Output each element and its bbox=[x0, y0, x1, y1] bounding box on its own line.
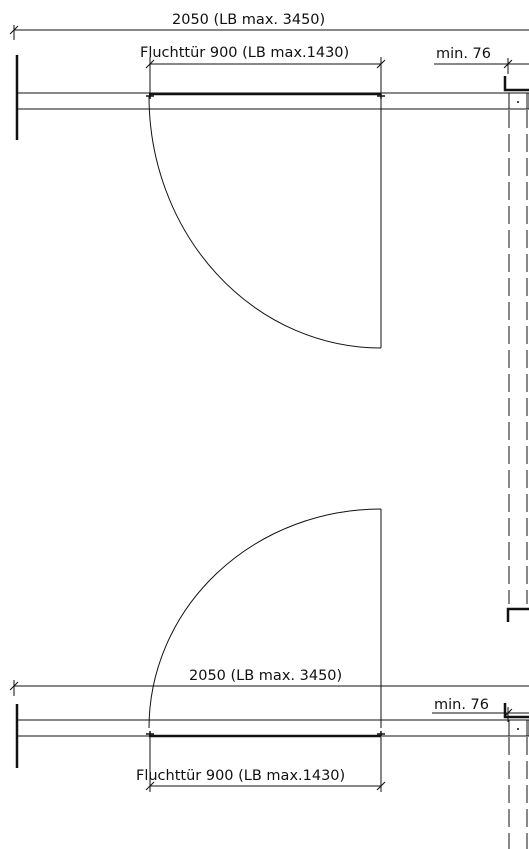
bottom-hinge-right bbox=[377, 731, 385, 736]
bottom-frame-post bbox=[508, 719, 528, 737]
top-right-frame-profile bbox=[503, 76, 529, 92]
top-door-dimension-label: Fluchttür 900 (LB max.1430) bbox=[140, 45, 349, 61]
top-door-dimension-line bbox=[145, 57, 386, 94]
top-frame-dimension-label: min. 76 bbox=[436, 46, 491, 62]
top-lower-frame-profile bbox=[506, 607, 529, 622]
top-hinge-left bbox=[146, 94, 154, 99]
bottom-hinge-left bbox=[146, 731, 154, 736]
bottom-wall-band bbox=[16, 719, 529, 737]
top-frame-post-marker bbox=[517, 101, 519, 103]
bottom-overall-dimension-line bbox=[9, 680, 529, 696]
top-wall-band bbox=[16, 92, 529, 110]
top-overall-dimension-label: 2050 (LB max. 3450) bbox=[172, 12, 325, 28]
bottom-right-frame-profile bbox=[503, 703, 529, 719]
bottom-door-plan: 2050 (LB max. 3450) min. 76 Fluchttür 90… bbox=[9, 508, 529, 849]
bottom-door-dimension-line bbox=[145, 737, 386, 792]
top-door-swing-arc bbox=[148, 95, 382, 349]
bottom-frame-post-marker bbox=[517, 728, 519, 730]
bottom-overall-label-mask bbox=[185, 665, 377, 684]
bottom-overall-dimension-label: 2050 (LB max. 3450) bbox=[189, 668, 342, 684]
bottom-door-dimension-label: Fluchttür 900 (LB max.1430) bbox=[136, 768, 345, 784]
bottom-frame-dimension-label: min. 76 bbox=[434, 697, 489, 713]
top-overall-dimension-line bbox=[9, 25, 529, 40]
top-frame-dimension-line bbox=[434, 58, 529, 74]
bottom-door-swing-arc bbox=[148, 508, 382, 729]
top-frame-post bbox=[508, 92, 528, 110]
top-door-plan: 2050 (LB max. 3450) Fluchttür 900 (LB ma… bbox=[9, 12, 529, 622]
